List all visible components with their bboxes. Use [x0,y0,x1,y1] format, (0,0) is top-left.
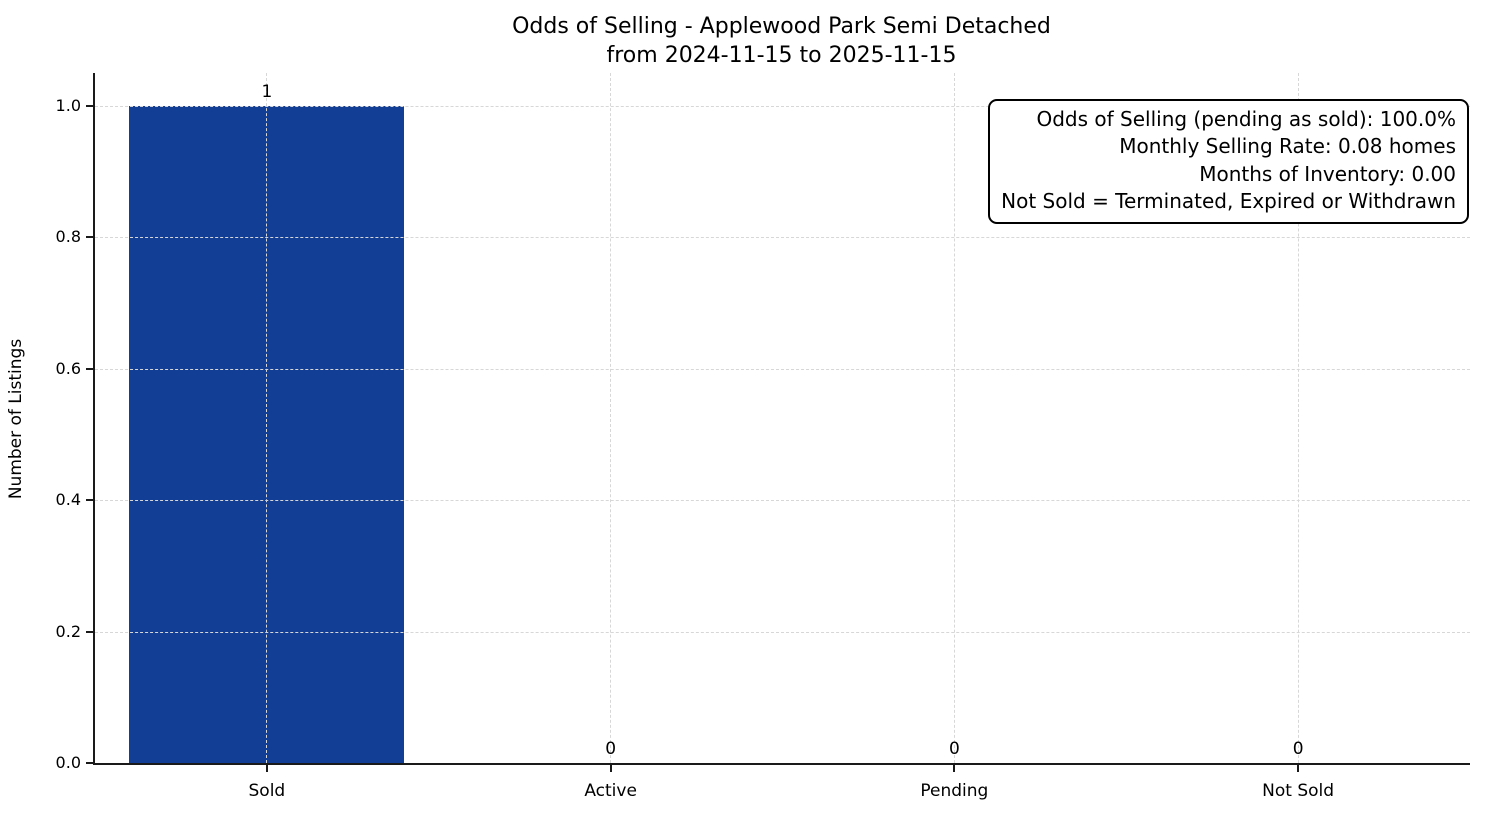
y-gridline [95,368,1470,370]
y-tick-label: 0.8 [55,227,81,247]
x-tick-mark [953,765,956,772]
y-tick-mark [86,499,93,502]
bar-value-label: 0 [948,739,960,759]
y-tick-label: 0.2 [55,621,81,641]
x-gridline [953,73,955,763]
y-gridline [95,631,1470,633]
chart-title-line1: Odds of Selling - Applewood Park Semi De… [512,14,1051,39]
x-tick-mark [609,765,612,772]
x-tick-mark [265,765,268,772]
annotation-line-not-sold-definition: Not Sold = Terminated, Expired or Withdr… [1001,189,1456,214]
y-tick-mark [86,236,93,239]
x-gridline [266,73,268,763]
y-tick-mark [86,762,93,764]
x-tick-label-not-sold: Not Sold [1262,781,1335,801]
y-gridline [95,237,1470,239]
y-tick-mark [86,367,93,370]
bar-value-label: 0 [605,739,617,759]
x-tick-mark [1297,765,1300,772]
y-tick-label: 0.4 [55,490,81,510]
x-tick-label-pending: Pending [920,781,989,801]
chart-title-line2: from 2024-11-15 to 2025-11-15 [606,43,957,69]
x-tick-label-sold: Sold [248,781,286,801]
annotation-line-monthly-selling-rate: Monthly Selling Rate: 0.08 homes [1119,134,1456,159]
annotation-box: Odds of Selling (pending as sold): 100.0… [988,99,1469,224]
y-gridline [95,500,1470,502]
x-gridline [610,73,612,763]
annotation-line-months-of-inventory: Months of Inventory: 0.00 [1199,161,1456,186]
annotation-line-odds-of-selling: Odds of Selling (pending as sold): 100.0… [1036,107,1456,131]
x-tick-label-active: Active [584,781,637,801]
y-tick-label: 1.0 [55,95,81,115]
x-gridline [1297,73,1299,763]
y-tick-mark [86,630,93,633]
plot-area: Odds of Selling (pending as sold): 100.0… [56,73,1470,801]
y-tick-mark [86,104,93,107]
bar-value-label: 1 [261,81,273,102]
y-tick-label: 0.6 [55,358,81,378]
y-gridline [95,105,1470,107]
y-tick-label: 0.0 [55,753,81,772]
chart-title: Odds of Selling - Applewood Park Semi De… [93,12,1470,70]
bar-value-label: 0 [1292,739,1304,759]
